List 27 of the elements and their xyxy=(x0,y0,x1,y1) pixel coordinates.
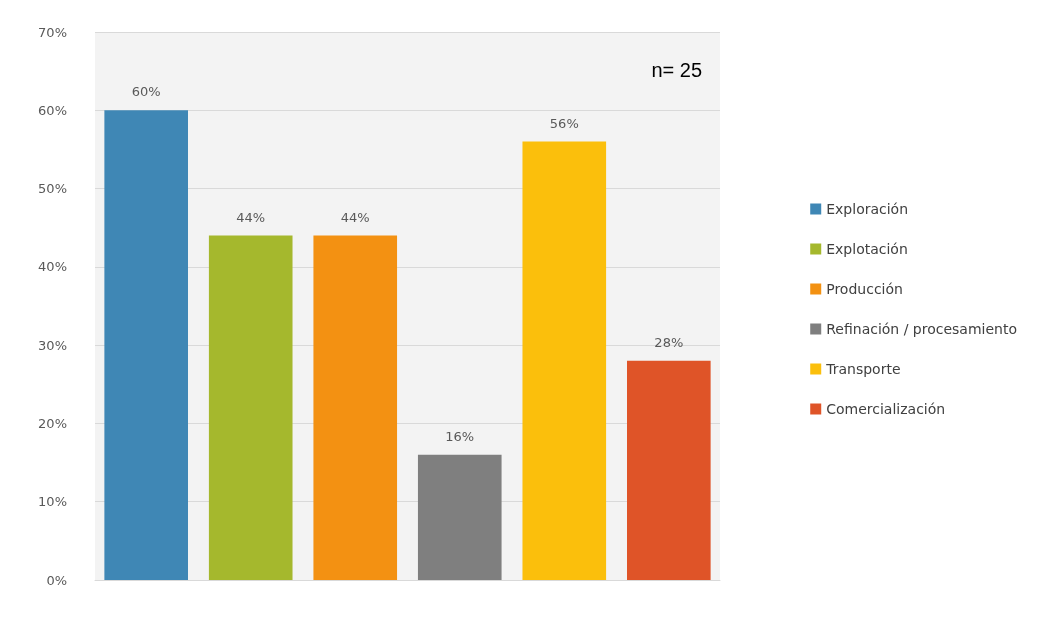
legend-label: Exploración xyxy=(826,201,909,217)
legend-label: Refinación / procesamiento xyxy=(826,321,1017,337)
y-tick-label: 40% xyxy=(38,259,67,275)
data-label: 44% xyxy=(236,209,266,225)
data-label: 16% xyxy=(445,428,475,444)
legend-label: Producción xyxy=(826,281,903,297)
y-tick-label: 70% xyxy=(38,24,67,40)
y-tick-label: 10% xyxy=(38,494,67,510)
y-tick-label: 50% xyxy=(38,181,67,197)
annotation: n= 25 xyxy=(651,59,702,81)
bar xyxy=(627,360,711,580)
data-label: 28% xyxy=(654,334,684,350)
bar xyxy=(104,110,188,580)
legend-label: Comercialización xyxy=(826,401,946,417)
legend-label: Explotación xyxy=(826,241,908,257)
bar xyxy=(417,454,502,580)
bar xyxy=(313,235,398,580)
data-label: 60% xyxy=(131,84,161,100)
y-tick-label: 60% xyxy=(38,102,67,118)
legend-label: Transporte xyxy=(825,361,901,377)
y-tick-label: 30% xyxy=(38,337,67,353)
bar xyxy=(522,141,607,580)
data-label: 44% xyxy=(340,209,370,225)
y-tick-label: 20% xyxy=(38,415,67,431)
y-tick-label: 0% xyxy=(46,572,67,588)
bar xyxy=(208,235,293,580)
data-label: 56% xyxy=(549,115,579,131)
